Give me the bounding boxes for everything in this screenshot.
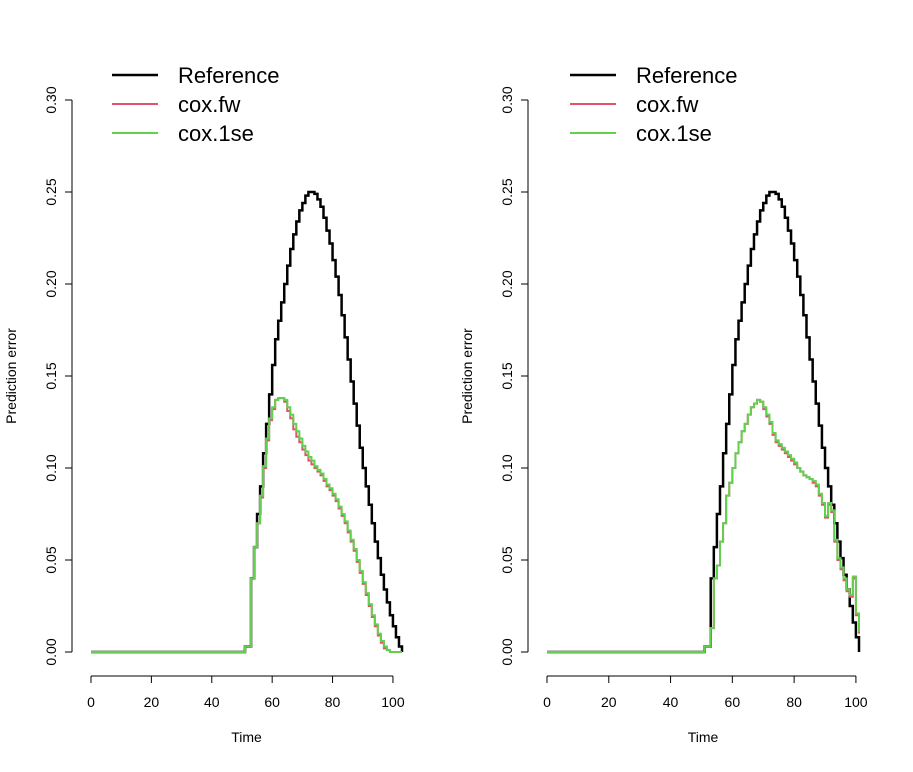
x-tick-label: 20 (144, 694, 160, 710)
chart-panel-2: 0.00 0.05 0.10 0.15 0.20 0.25 0.30 0 20 40 60 80 100… (459, 63, 868, 745)
y-tick-label: 0.30 (499, 86, 515, 113)
legend-label-cox-fw: cox.fw (178, 92, 240, 117)
x-tick-label: 40 (663, 694, 679, 710)
x-tick-label: 60 (725, 694, 741, 710)
y-tick-label: 0.10 (499, 454, 515, 481)
y-tick-label: 0.30 (43, 86, 59, 113)
y-tick-label: 0.15 (499, 362, 515, 389)
y-axis-title: Prediction error (3, 328, 19, 424)
y-tick-label: 0.05 (499, 546, 515, 573)
series-line-reference (547, 190, 861, 654)
series-line-cox-fw (91, 397, 402, 653)
x-tick-label: 100 (381, 694, 405, 710)
legend-label-reference: Reference (178, 63, 280, 88)
series-line-cox-fw (547, 398, 860, 653)
x-tick-label: 100 (844, 694, 868, 710)
y-tick-label: 0.25 (43, 178, 59, 205)
series-line-cox-1se (91, 397, 402, 653)
legend-label-cox-1se: cox.1se (178, 121, 254, 146)
y-tick-label: 0.10 (43, 454, 59, 481)
y-tick-label: 0.25 (499, 178, 515, 205)
x-tick-label: 80 (786, 694, 802, 710)
x-tick-label: 20 (601, 694, 617, 710)
series-line-reference (91, 190, 404, 654)
y-tick-label: 0.00 (43, 638, 59, 665)
y-tick-label: 0.20 (499, 270, 515, 297)
y-tick-label: 0.15 (43, 362, 59, 389)
y-axis-title: Prediction error (459, 328, 475, 424)
x-tick-label: 0 (87, 694, 95, 710)
legend-label-reference: Reference (636, 63, 738, 88)
y-tick-label: 0.05 (43, 546, 59, 573)
legend-label-cox-1se: cox.1se (636, 121, 712, 146)
x-tick-label: 40 (204, 694, 220, 710)
x-axis-title: Time (688, 729, 719, 745)
legend-label-cox-fw: cox.fw (636, 92, 698, 117)
x-tick-label: 0 (543, 694, 551, 710)
chart-panel-1: 0.00 0.05 0.10 0.15 0.20 0.25 0.30 0 20 40 60 80 100… (3, 63, 405, 745)
series-line-cox-1se (547, 398, 860, 653)
x-tick-label: 80 (325, 694, 341, 710)
y-tick-label: 0.20 (43, 270, 59, 297)
y-tick-label: 0.00 (499, 638, 515, 665)
x-tick-label: 60 (264, 694, 280, 710)
x-axis-title: Time (231, 729, 262, 745)
